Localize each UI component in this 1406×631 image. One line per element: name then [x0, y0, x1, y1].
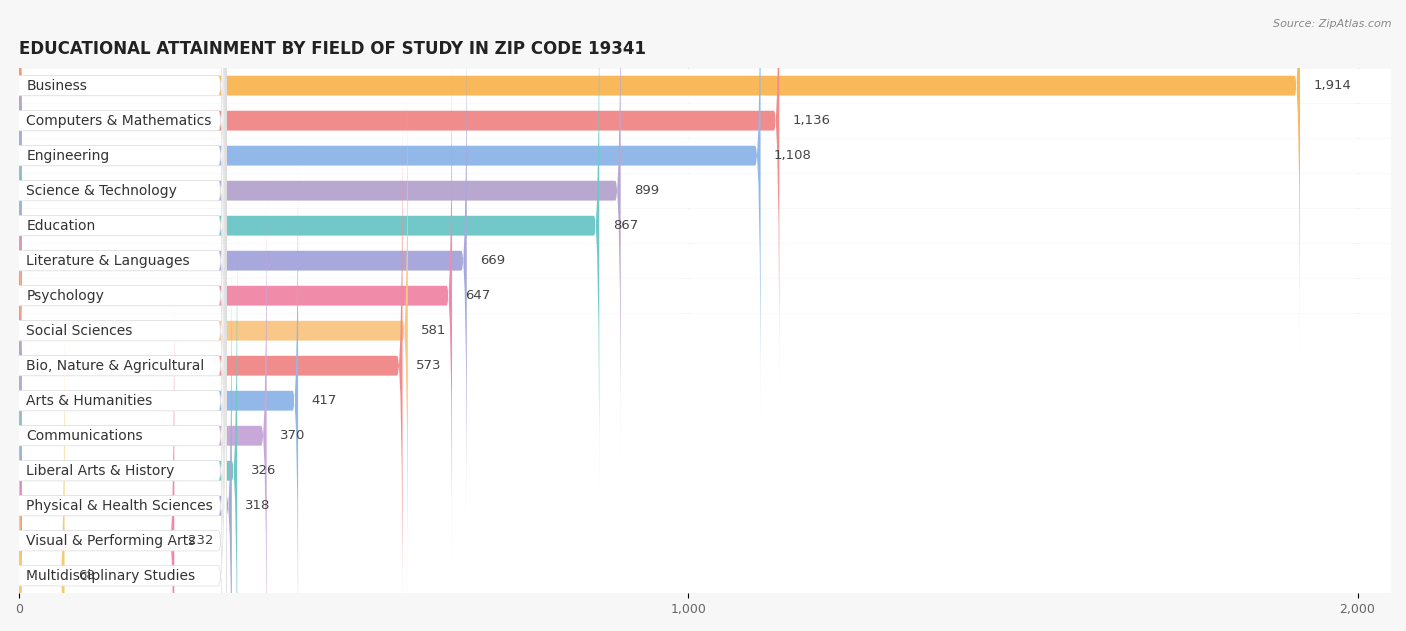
Text: 1,914: 1,914	[1313, 79, 1351, 92]
Text: 669: 669	[479, 254, 505, 267]
FancyBboxPatch shape	[8, 0, 226, 631]
Text: 370: 370	[280, 429, 305, 442]
Text: Liberal Arts & History: Liberal Arts & History	[27, 464, 174, 478]
Text: Visual & Performing Arts: Visual & Performing Arts	[27, 534, 195, 548]
FancyBboxPatch shape	[8, 0, 226, 631]
FancyBboxPatch shape	[20, 61, 408, 601]
Bar	[20, 104, 1391, 138]
Bar	[20, 349, 1391, 382]
Text: Communications: Communications	[27, 428, 143, 443]
Text: 581: 581	[422, 324, 447, 337]
Bar	[20, 524, 1391, 558]
FancyBboxPatch shape	[20, 271, 174, 631]
Text: Computers & Mathematics: Computers & Mathematics	[27, 114, 212, 127]
Bar	[20, 419, 1391, 452]
FancyBboxPatch shape	[8, 0, 226, 631]
FancyBboxPatch shape	[20, 0, 620, 461]
Text: EDUCATIONAL ATTAINMENT BY FIELD OF STUDY IN ZIP CODE 19341: EDUCATIONAL ATTAINMENT BY FIELD OF STUDY…	[20, 40, 645, 58]
Text: 232: 232	[187, 534, 214, 547]
FancyBboxPatch shape	[20, 305, 65, 631]
Text: 318: 318	[245, 499, 270, 512]
Bar	[20, 384, 1391, 418]
FancyBboxPatch shape	[8, 96, 226, 631]
FancyBboxPatch shape	[8, 0, 226, 531]
Bar	[20, 209, 1391, 242]
FancyBboxPatch shape	[8, 0, 226, 631]
Text: Engineering: Engineering	[27, 149, 110, 163]
FancyBboxPatch shape	[8, 26, 226, 631]
Bar	[20, 69, 1391, 102]
FancyBboxPatch shape	[20, 0, 599, 496]
FancyBboxPatch shape	[8, 131, 226, 631]
FancyBboxPatch shape	[20, 0, 1301, 356]
Bar	[20, 454, 1391, 488]
FancyBboxPatch shape	[8, 0, 226, 495]
Bar	[20, 279, 1391, 312]
Text: 899: 899	[634, 184, 659, 197]
Text: Education: Education	[27, 219, 96, 233]
FancyBboxPatch shape	[8, 0, 226, 631]
Bar	[20, 174, 1391, 208]
Text: 1,108: 1,108	[773, 149, 811, 162]
Text: Source: ZipAtlas.com: Source: ZipAtlas.com	[1274, 19, 1392, 29]
Bar	[20, 244, 1391, 278]
FancyBboxPatch shape	[20, 235, 232, 631]
Text: Social Sciences: Social Sciences	[27, 324, 132, 338]
FancyBboxPatch shape	[20, 95, 402, 631]
FancyBboxPatch shape	[20, 165, 267, 631]
FancyBboxPatch shape	[20, 131, 298, 631]
Bar	[20, 314, 1391, 348]
FancyBboxPatch shape	[8, 0, 226, 631]
Text: Science & Technology: Science & Technology	[27, 184, 177, 198]
FancyBboxPatch shape	[20, 0, 761, 426]
FancyBboxPatch shape	[8, 166, 226, 631]
Text: 573: 573	[416, 359, 441, 372]
Text: 68: 68	[77, 569, 94, 582]
Text: Business: Business	[27, 79, 87, 93]
Text: 417: 417	[312, 394, 337, 407]
FancyBboxPatch shape	[8, 0, 226, 565]
Bar	[20, 559, 1391, 593]
Bar	[20, 139, 1391, 172]
FancyBboxPatch shape	[20, 0, 467, 531]
Text: Psychology: Psychology	[27, 289, 104, 303]
FancyBboxPatch shape	[20, 201, 238, 631]
Text: 1,136: 1,136	[793, 114, 831, 127]
FancyBboxPatch shape	[8, 61, 226, 631]
Text: Multidisciplinary Studies: Multidisciplinary Studies	[27, 569, 195, 583]
Text: Arts & Humanities: Arts & Humanities	[27, 394, 153, 408]
Text: Literature & Languages: Literature & Languages	[27, 254, 190, 268]
FancyBboxPatch shape	[20, 25, 451, 566]
Text: 867: 867	[613, 219, 638, 232]
FancyBboxPatch shape	[20, 0, 779, 391]
FancyBboxPatch shape	[8, 0, 226, 601]
Text: Physical & Health Sciences: Physical & Health Sciences	[27, 498, 214, 513]
Bar	[20, 489, 1391, 522]
Text: 326: 326	[250, 464, 276, 477]
Text: Bio, Nature & Agricultural: Bio, Nature & Agricultural	[27, 358, 205, 373]
Text: 647: 647	[465, 289, 491, 302]
